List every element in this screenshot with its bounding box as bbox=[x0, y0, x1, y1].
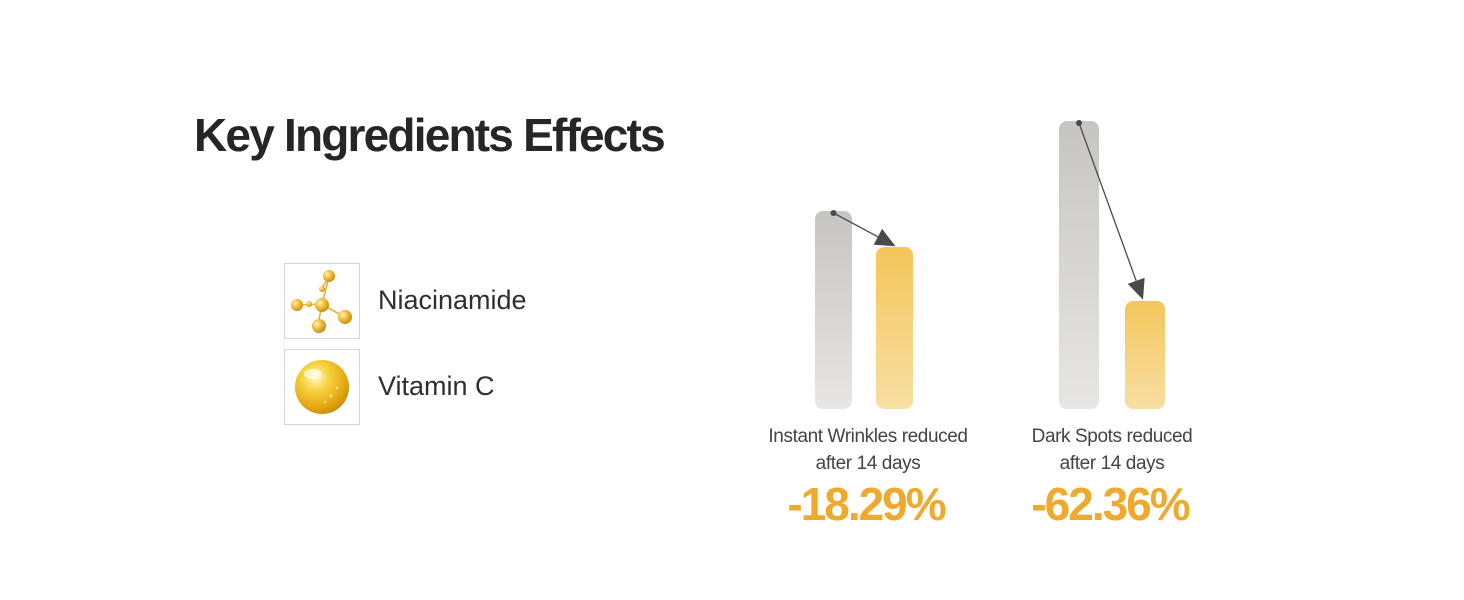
dark-spots-reduced-after-bar bbox=[1125, 300, 1165, 409]
ingredient-niacinamide: Niacinamide bbox=[284, 263, 604, 339]
dark-spots-reduced-before-bar bbox=[1059, 121, 1099, 409]
instant-wrinkles-reduced-change-value: -18.29% bbox=[787, 478, 946, 530]
ingredient-label: Niacinamide bbox=[378, 285, 527, 315]
instant-wrinkles-reduced-label-line1: Instant Wrinkles reduced bbox=[768, 426, 968, 447]
dark-spots-reduced-label-line1: Dark Spots reduced bbox=[1031, 426, 1193, 447]
molecule-icon bbox=[284, 263, 360, 339]
vitamin-c-droplet-icon bbox=[284, 349, 360, 425]
dark-spots-reduced-change-value: -62.36% bbox=[1031, 478, 1190, 530]
ingredient-vitamin-c: Vitamin C bbox=[284, 349, 604, 425]
ingredient-label: Vitamin C bbox=[378, 371, 495, 401]
instant-wrinkles-reduced-before-bar bbox=[815, 211, 852, 409]
dark-spots-reduced-label-line2: after 14 days bbox=[1059, 453, 1165, 474]
instant-wrinkles-reduced-label-line2: after 14 days bbox=[815, 453, 921, 474]
page-title: Key Ingredients Effects bbox=[194, 109, 666, 161]
instant-wrinkles-reduced-after-bar bbox=[876, 247, 913, 409]
